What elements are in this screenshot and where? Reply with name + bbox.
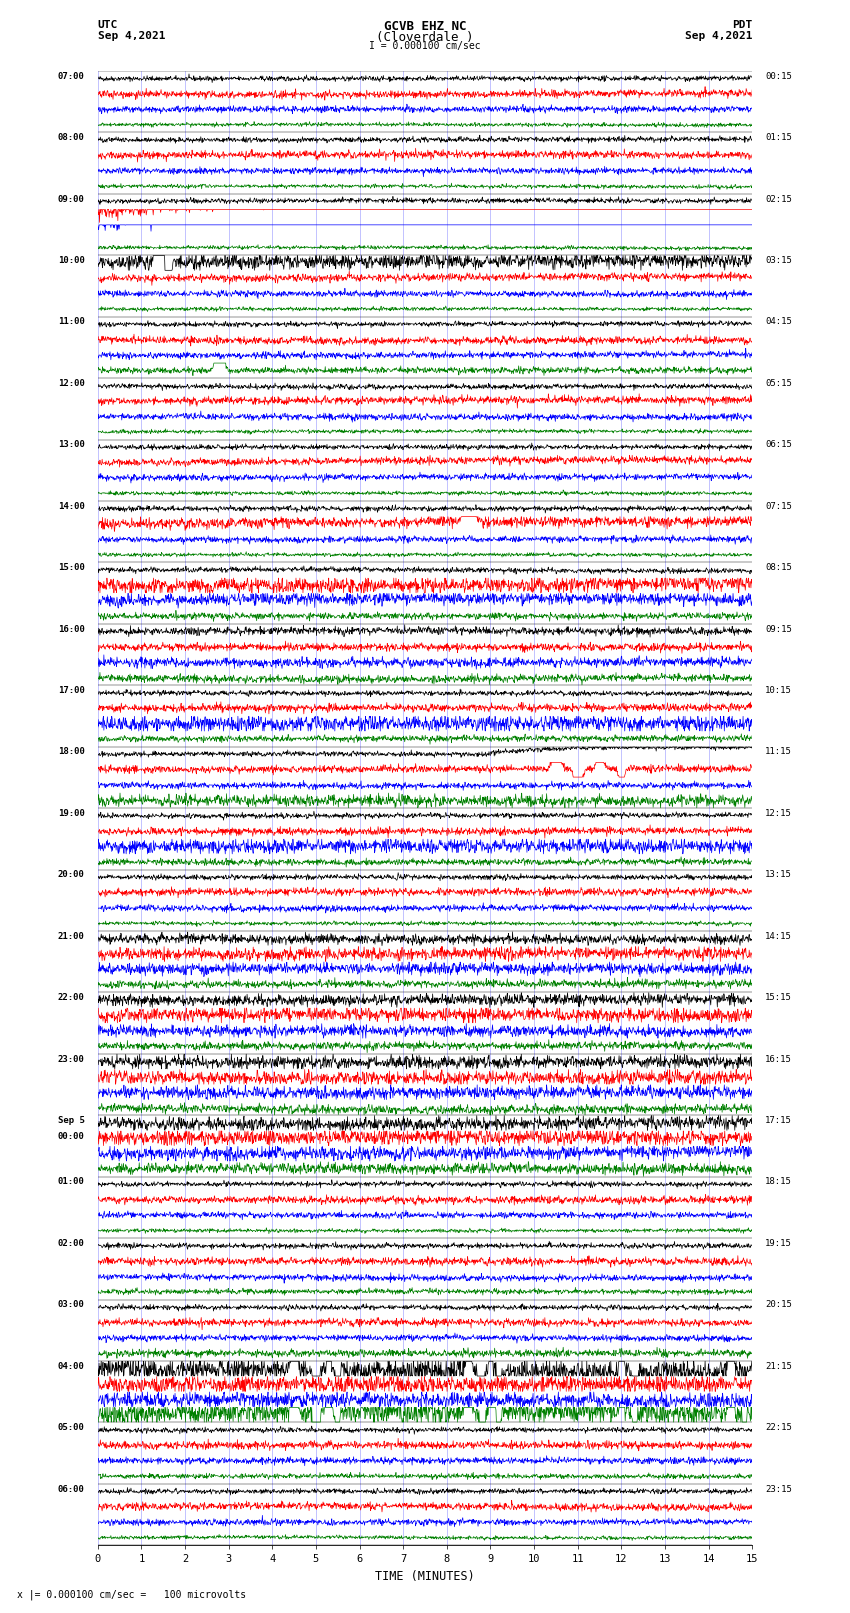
Text: 11:15: 11:15	[765, 747, 792, 756]
Text: 22:15: 22:15	[765, 1423, 792, 1432]
Text: 05:00: 05:00	[58, 1423, 85, 1432]
Text: 12:00: 12:00	[58, 379, 85, 387]
Text: 22:00: 22:00	[58, 994, 85, 1002]
Text: 08:15: 08:15	[765, 563, 792, 573]
Text: x |= 0.000100 cm/sec =   100 microvolts: x |= 0.000100 cm/sec = 100 microvolts	[17, 1589, 246, 1600]
Text: 20:00: 20:00	[58, 871, 85, 879]
Text: 19:15: 19:15	[765, 1239, 792, 1248]
Text: UTC: UTC	[98, 19, 118, 31]
Text: 04:00: 04:00	[58, 1361, 85, 1371]
Text: 12:15: 12:15	[765, 808, 792, 818]
Text: 23:00: 23:00	[58, 1055, 85, 1063]
Text: 20:15: 20:15	[765, 1300, 792, 1310]
Text: 16:15: 16:15	[765, 1055, 792, 1063]
Text: Sep 4,2021: Sep 4,2021	[685, 31, 752, 40]
Text: (Cloverdale ): (Cloverdale )	[377, 31, 473, 44]
Text: 15:15: 15:15	[765, 994, 792, 1002]
X-axis label: TIME (MINUTES): TIME (MINUTES)	[375, 1569, 475, 1582]
Text: 14:00: 14:00	[58, 502, 85, 511]
Text: 23:15: 23:15	[765, 1484, 792, 1494]
Text: GCVB EHZ NC: GCVB EHZ NC	[383, 19, 467, 34]
Text: Sep 4,2021: Sep 4,2021	[98, 31, 165, 40]
Text: 00:00: 00:00	[58, 1132, 85, 1140]
Text: 18:15: 18:15	[765, 1177, 792, 1187]
Text: 05:15: 05:15	[765, 379, 792, 387]
Text: 07:15: 07:15	[765, 502, 792, 511]
Text: 02:15: 02:15	[765, 195, 792, 203]
Text: 10:15: 10:15	[765, 686, 792, 695]
Text: 11:00: 11:00	[58, 318, 85, 326]
Text: 06:15: 06:15	[765, 440, 792, 450]
Text: 09:15: 09:15	[765, 624, 792, 634]
Text: 01:15: 01:15	[765, 134, 792, 142]
Text: 21:15: 21:15	[765, 1361, 792, 1371]
Text: 07:00: 07:00	[58, 71, 85, 81]
Text: I = 0.000100 cm/sec: I = 0.000100 cm/sec	[369, 40, 481, 52]
Text: 14:15: 14:15	[765, 932, 792, 940]
Text: 04:15: 04:15	[765, 318, 792, 326]
Text: 02:00: 02:00	[58, 1239, 85, 1248]
Text: 03:15: 03:15	[765, 256, 792, 265]
Text: 16:00: 16:00	[58, 624, 85, 634]
Text: 13:00: 13:00	[58, 440, 85, 450]
Text: 18:00: 18:00	[58, 747, 85, 756]
Text: 00:15: 00:15	[765, 71, 792, 81]
Text: 13:15: 13:15	[765, 871, 792, 879]
Text: 01:00: 01:00	[58, 1177, 85, 1187]
Text: PDT: PDT	[732, 19, 752, 31]
Text: 17:00: 17:00	[58, 686, 85, 695]
Text: 21:00: 21:00	[58, 932, 85, 940]
Text: 09:00: 09:00	[58, 195, 85, 203]
Text: 19:00: 19:00	[58, 808, 85, 818]
Text: 15:00: 15:00	[58, 563, 85, 573]
Text: Sep 5: Sep 5	[58, 1116, 85, 1124]
Text: 08:00: 08:00	[58, 134, 85, 142]
Text: 03:00: 03:00	[58, 1300, 85, 1310]
Text: 10:00: 10:00	[58, 256, 85, 265]
Text: 17:15: 17:15	[765, 1116, 792, 1124]
Text: 06:00: 06:00	[58, 1484, 85, 1494]
